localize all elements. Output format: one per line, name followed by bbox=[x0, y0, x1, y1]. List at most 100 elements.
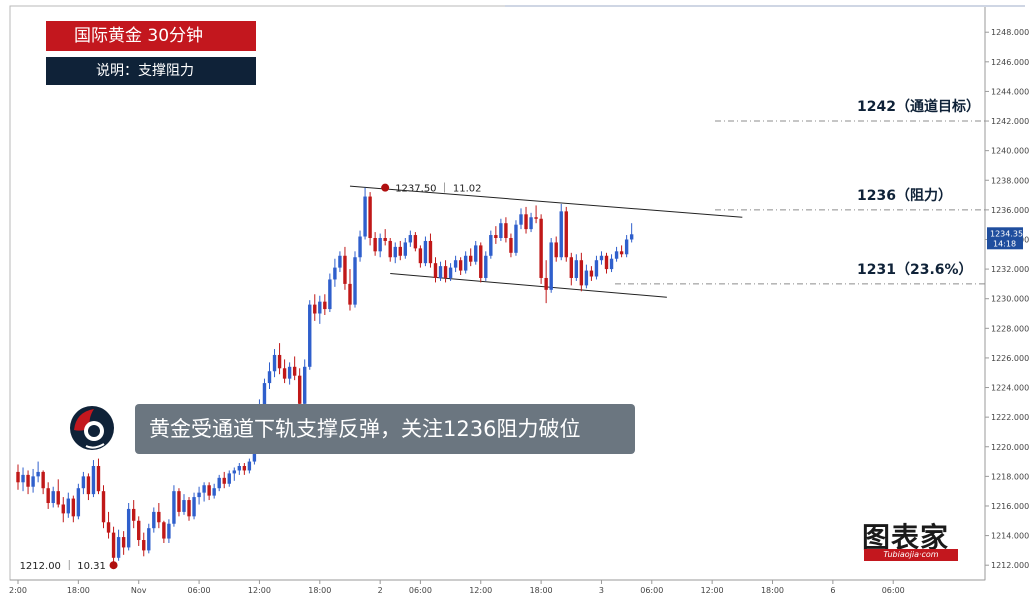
candle-body bbox=[519, 214, 523, 225]
candle-body bbox=[559, 211, 563, 258]
candle-body bbox=[26, 474, 30, 487]
candle-body bbox=[368, 196, 372, 238]
x-tick-label: 3 bbox=[599, 586, 604, 595]
candle-body bbox=[31, 476, 35, 487]
candle-body bbox=[383, 238, 387, 241]
x-tick-label: 12:00 bbox=[469, 586, 492, 595]
candle-body bbox=[101, 491, 106, 523]
y-tick-label: 1220.000 bbox=[991, 443, 1029, 452]
x-tick-label: 6 bbox=[830, 586, 835, 595]
candle-body bbox=[363, 196, 367, 237]
level-label: 1242（通道目标） bbox=[857, 98, 980, 115]
candle-body bbox=[388, 240, 392, 258]
candle-body bbox=[262, 383, 267, 409]
candle-body bbox=[182, 500, 186, 512]
candle-body bbox=[594, 260, 599, 277]
candle-body bbox=[393, 246, 397, 258]
candle-body bbox=[579, 260, 584, 286]
candle-body bbox=[147, 528, 151, 551]
candle-body bbox=[539, 218, 543, 278]
candle-body bbox=[609, 258, 614, 270]
candle-body bbox=[413, 235, 418, 249]
candle-body bbox=[474, 245, 478, 262]
candle-body bbox=[96, 466, 101, 492]
candle-body bbox=[423, 240, 428, 264]
candle-body bbox=[534, 217, 538, 219]
candle-body bbox=[463, 255, 468, 271]
channel-lower-line bbox=[390, 273, 667, 298]
candle-body bbox=[121, 537, 126, 548]
candle-body bbox=[277, 354, 282, 369]
candle-body bbox=[152, 511, 156, 529]
y-tick-label: 1232.000 bbox=[991, 265, 1029, 274]
candle-body bbox=[604, 255, 609, 270]
x-tick-label: 06:00 bbox=[188, 586, 211, 595]
x-tick-label: 12:00 bbox=[248, 586, 271, 595]
candle-body bbox=[499, 223, 503, 238]
y-tick-label: 1248.000 bbox=[991, 28, 1029, 37]
candle-body bbox=[343, 255, 347, 284]
candle-body bbox=[41, 471, 45, 489]
logo-sub-text: Tubiaojia·com bbox=[864, 549, 958, 561]
y-tick-label: 1246.000 bbox=[991, 58, 1029, 67]
candle-body bbox=[489, 235, 493, 256]
candle-body bbox=[584, 270, 589, 286]
candle-body bbox=[162, 522, 166, 539]
annotation-dot bbox=[109, 561, 118, 570]
candle-body bbox=[172, 491, 176, 524]
candle-body bbox=[438, 266, 443, 278]
candle-body bbox=[318, 301, 322, 314]
candle-body bbox=[554, 242, 558, 258]
candle-body bbox=[428, 240, 433, 264]
candle-body bbox=[504, 223, 508, 238]
candle-body bbox=[574, 260, 579, 278]
candle-body bbox=[614, 251, 619, 259]
candle-body bbox=[272, 354, 277, 372]
x-tick-label: 2 bbox=[378, 586, 383, 595]
y-tick-label: 1226.000 bbox=[991, 354, 1029, 363]
candle-body bbox=[418, 248, 423, 264]
candle-body bbox=[157, 511, 161, 523]
candle-body bbox=[443, 266, 448, 278]
candle-body bbox=[16, 471, 20, 483]
candle-body bbox=[524, 214, 528, 230]
candle-body bbox=[328, 279, 332, 310]
candle-body bbox=[21, 474, 25, 483]
candle-body bbox=[629, 234, 634, 240]
candle-body bbox=[131, 508, 136, 521]
y-tick-label: 1228.000 bbox=[991, 324, 1029, 333]
x-tick-label: 06:00 bbox=[882, 586, 905, 595]
level-label: 1231（23.6%） bbox=[857, 262, 973, 278]
candle-body bbox=[91, 466, 96, 495]
candle-body bbox=[242, 466, 247, 471]
candle-body bbox=[479, 245, 483, 278]
candle-body bbox=[549, 242, 553, 290]
current-price-time: 14:18 bbox=[993, 239, 1016, 248]
candle-body bbox=[619, 251, 624, 255]
y-tick-label: 1238.000 bbox=[991, 176, 1029, 185]
candle-body bbox=[76, 488, 81, 517]
candle-body bbox=[403, 242, 408, 256]
candle-body bbox=[187, 500, 191, 517]
candle-body bbox=[448, 267, 453, 278]
candle-body bbox=[348, 283, 352, 305]
candle-body bbox=[116, 537, 121, 558]
candle-body bbox=[333, 267, 337, 280]
y-tick-label: 1224.000 bbox=[991, 384, 1029, 393]
candle-body bbox=[373, 238, 377, 252]
candle-body bbox=[509, 238, 513, 253]
y-tick-label: 1216.000 bbox=[991, 502, 1029, 511]
x-tick-label: 2:00 bbox=[9, 586, 27, 595]
candle-body bbox=[232, 470, 236, 474]
y-tick-label: 1244.000 bbox=[991, 87, 1029, 96]
candle-body bbox=[177, 491, 181, 512]
y-tick-label: 1236.000 bbox=[991, 206, 1029, 215]
candle-body bbox=[192, 497, 196, 517]
candle-body bbox=[106, 522, 111, 533]
y-tick-label: 1218.000 bbox=[991, 472, 1029, 481]
candle-body bbox=[202, 485, 206, 493]
candle-body bbox=[36, 471, 40, 477]
candle-body bbox=[303, 366, 307, 404]
candle-body bbox=[378, 238, 382, 252]
